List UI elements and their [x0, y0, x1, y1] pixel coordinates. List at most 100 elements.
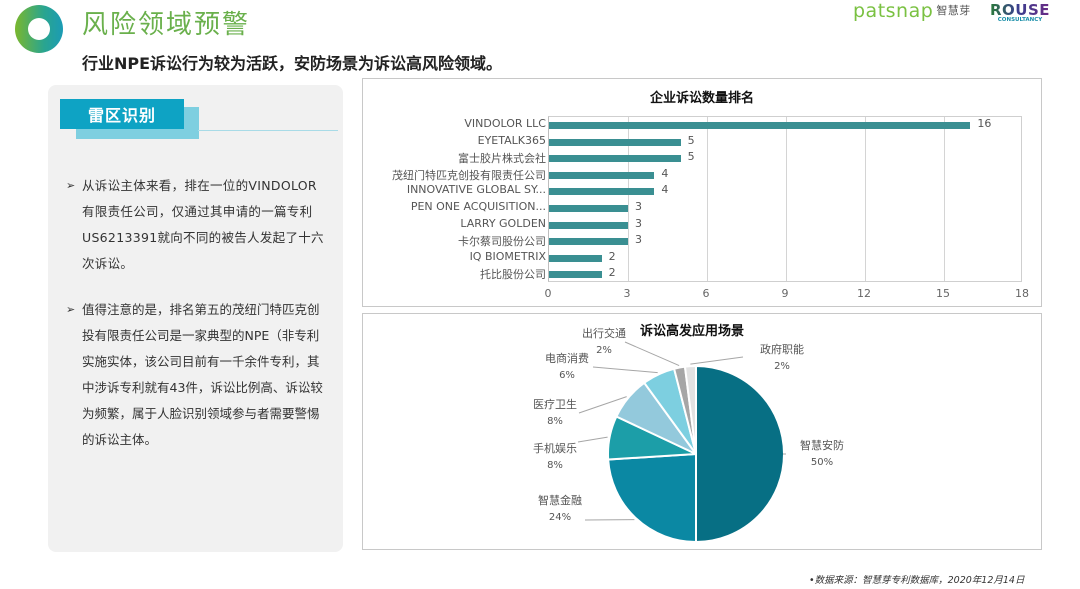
pie-label: 政府职能 2%: [760, 341, 804, 375]
pie-slice: [607, 452, 697, 544]
patsnap-wordmark: patsnap: [853, 0, 934, 22]
patsnap-logo: patsnap 智慧芽: [853, 0, 971, 22]
gridline: [786, 117, 787, 281]
bar-row: 5: [549, 134, 1023, 150]
bar-row: 3: [549, 233, 1023, 249]
page-subtitle: 行业NPE诉讼行为较为活跃，安防场景为诉讼高风险领域。: [82, 54, 503, 73]
litigation-ranking-chart: 企业诉讼数量排名 VINDOLOR LLC EYETALK365 富士胶片株式会社茂…: [362, 78, 1042, 307]
pie-label: 医疗卫生 8%: [533, 396, 577, 430]
insight-panel: 雷区识别 ➢ 从诉讼主体来看，排在一位的VINDOLOR有限责任公司，仅通过其申…: [48, 85, 343, 552]
bar: [549, 221, 628, 229]
pie-label: 智慧金融 24%: [538, 492, 582, 526]
pie-label-percent: 8%: [547, 416, 563, 427]
pie-label-category: 手机娱乐: [533, 442, 577, 455]
leader-line: [592, 366, 658, 374]
pie-slice: [683, 364, 697, 455]
gridline: [865, 117, 866, 281]
bar: [549, 254, 602, 262]
pie-label: 手机娱乐 8%: [533, 440, 577, 474]
bar: [549, 238, 628, 246]
pie-label-percent: 50%: [810, 457, 834, 468]
bar: [549, 171, 655, 179]
bar: [549, 205, 628, 212]
gridline: [707, 117, 708, 281]
bar-row: 2: [549, 250, 1023, 266]
x-tick-label: 15: [936, 287, 950, 300]
pie-label: 智慧安防 50%: [800, 437, 844, 471]
bar-value-label: 4: [661, 166, 669, 180]
category-label: LARRY GOLDEN: [460, 216, 546, 230]
pie-slice: [695, 364, 785, 544]
logo-ring-icon: [15, 5, 63, 53]
chart-title: 企业诉讼数量排名: [649, 91, 754, 106]
insight-text: 值得注意的是，排名第五的茂纽门特匹克创投有限责任公司是一家典型的NPE（非专利实…: [82, 302, 323, 447]
category-label: PEN ONE ACQUISITION...: [410, 200, 546, 213]
bar-row: 4: [549, 183, 1023, 199]
pie-label-percent: 2%: [774, 361, 790, 372]
pie-label-category: 医疗卫生: [533, 398, 577, 411]
leader-line: [690, 356, 744, 365]
category-label: 富士胶片株式会社: [458, 152, 546, 166]
leader-line: [578, 396, 627, 414]
bar-value-label: 2: [608, 266, 616, 280]
pie-label-category: 电商消费: [545, 352, 589, 365]
pie-label-percent: 24%: [548, 512, 572, 523]
bar-row: 16: [549, 117, 1023, 133]
arrow-bullet-icon: ➢: [66, 303, 76, 316]
category-label: IQ BIOMETRIX: [469, 249, 546, 263]
bar: [549, 122, 971, 129]
plot-area: 16 5 5 4 4 3 3 3 2 2: [548, 116, 1022, 282]
pie-label-category: 政府职能: [760, 343, 804, 356]
x-tick-label: 6: [702, 287, 710, 300]
pie-label-category: 智慧金融: [538, 494, 582, 507]
bar-value-label: 5: [687, 133, 695, 147]
bar-value-label: 2: [608, 249, 616, 263]
bar-row: 3: [549, 217, 1023, 233]
bar: [549, 271, 602, 279]
bar: [549, 188, 655, 196]
application-scenario-chart: 诉讼高发应用场景 智慧安防 50% 智慧金融 24% 手机娱乐 8% 医疗卫生 8% 电商消费 6…: [362, 313, 1042, 550]
x-tick-label: 0: [544, 287, 552, 300]
data-source-footnote: •数据来源：智慧芽专利数据库，2020年12月14日: [809, 575, 1025, 586]
category-label: VINDOLOR LLC: [464, 117, 546, 130]
bar-row: 5: [549, 150, 1023, 166]
insight-bullet: ➢ 从诉讼主体来看，排在一位的VINDOLOR有限责任公司，仅通过其申请的一篇专…: [66, 173, 328, 277]
page-title: 风险领域预警: [82, 10, 251, 40]
bar-value-label: 16: [977, 117, 992, 130]
rouse-wordmark: ROUSE: [990, 1, 1051, 19]
category-label: INNOVATIVE GLOBAL SY...: [406, 183, 546, 197]
pie-label: 电商消费 6%: [545, 350, 589, 384]
gridline: [944, 117, 945, 281]
insight-bullet: ➢ 值得注意的是，排名第五的茂纽门特匹克创投有限责任公司是一家典型的NPE（非专…: [66, 297, 328, 453]
bar-value-label: 3: [635, 233, 642, 247]
section-tag: 雷区识别: [60, 99, 184, 129]
arrow-bullet-icon: ➢: [66, 179, 76, 192]
bar-value-label: 3: [635, 216, 642, 230]
bar: [549, 138, 681, 146]
chart-title: 诉讼高发应用场景: [639, 324, 744, 339]
bar-row: 2: [549, 266, 1023, 282]
x-tick-label: 3: [623, 287, 631, 300]
x-tick-label: 12: [857, 287, 871, 300]
pie-label: 出行交通 2%: [582, 325, 626, 359]
bar-row: 4: [549, 167, 1023, 183]
bar-value-label: 5: [687, 150, 695, 164]
leader-line: [577, 436, 608, 443]
pie-label-category: 出行交通: [582, 327, 626, 340]
bar-value-label: 3: [635, 200, 642, 213]
pie-chart: [577, 341, 786, 544]
category-label: 卡尔蔡司股份公司: [458, 235, 546, 249]
pie-label-percent: 6%: [559, 370, 575, 381]
rouse-subtitle: CONSULTANCY: [997, 17, 1043, 23]
category-label: 托比股份公司: [480, 268, 546, 282]
pie-label-percent: 2%: [596, 345, 612, 356]
rouse-logo: ROUSE CONSULTANCY: [990, 1, 1050, 23]
x-tick-label: 9: [781, 287, 789, 300]
patsnap-cn-name: 智慧芽: [936, 4, 971, 17]
category-label: 茂纽门特匹克创投有限责任公司: [392, 168, 546, 182]
insight-text: 从诉讼主体来看，排在一位的VINDOLOR有限责任公司，仅通过其申请的一篇专利U…: [82, 178, 324, 271]
pie-label-percent: 8%: [547, 460, 563, 471]
bar-value-label: 4: [661, 183, 669, 197]
section-divider: [198, 130, 338, 131]
gridline: [628, 117, 629, 281]
